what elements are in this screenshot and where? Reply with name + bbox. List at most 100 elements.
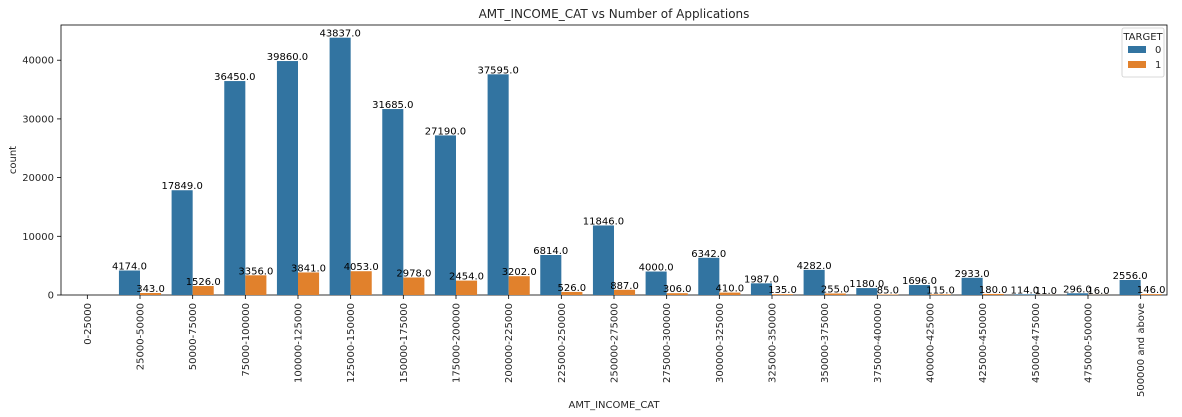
- x-tick-label: 425000-450000: [978, 303, 989, 383]
- y-tick-label: 0: [48, 291, 54, 302]
- bar-target-0-14: [803, 269, 825, 295]
- bar-target-1-7: [456, 280, 478, 295]
- bar-target-1-14: [824, 293, 846, 295]
- data-label-target-0-14: 4282.0: [797, 261, 832, 272]
- data-label-target-1-9: 526.0: [558, 283, 587, 294]
- bar-target-0-15: [856, 288, 878, 295]
- data-label-target-0-3: 36450.0: [214, 72, 255, 83]
- chart-title: AMT_INCOME_CAT vs Number of Applications: [479, 7, 750, 21]
- x-tick-label: 0-25000: [83, 303, 94, 345]
- bar-target-1-20: [1140, 294, 1162, 295]
- bar-target-1-9: [561, 291, 583, 295]
- data-label-target-0-13: 1987.0: [744, 274, 779, 285]
- bar-target-0-18: [1014, 294, 1036, 295]
- x-axis-title: AMT_INCOME_CAT: [569, 400, 661, 411]
- y-tick-label: 30000: [22, 114, 54, 125]
- data-label-target-1-14: 255.0: [821, 285, 850, 296]
- data-label-target-1-13: 135.0: [768, 285, 797, 296]
- data-label-target-1-5: 4053.0: [344, 262, 379, 273]
- bar-target-1-16: [930, 294, 952, 295]
- data-label-target-0-7: 27190.0: [425, 126, 466, 137]
- x-tick-label: 500000 and above: [1136, 303, 1147, 397]
- x-tick-label: 275000-300000: [662, 303, 673, 383]
- data-label-target-0-19: 296.0: [1063, 284, 1092, 295]
- x-tick-label: 450000-475000: [1031, 303, 1042, 383]
- data-label-target-0-8: 37595.0: [477, 65, 518, 76]
- data-label-target-0-11: 4000.0: [639, 263, 674, 274]
- bar-target-1-1: [140, 292, 162, 295]
- data-label-target-0-18: 114.0: [1010, 285, 1039, 296]
- bar-target-1-2: [192, 286, 214, 295]
- legend-swatch-0: [1128, 46, 1146, 53]
- bar-target-0-17: [961, 277, 983, 295]
- y-axis: 0 10000 20000 30000 40000: [22, 56, 61, 302]
- x-tick-label: 250000-275000: [610, 303, 621, 383]
- data-label-target-0-12: 6342.0: [691, 249, 726, 260]
- bar-target-0-20: [1119, 279, 1141, 295]
- x-tick-label: 400000-425000: [926, 303, 937, 383]
- data-label-target-1-15: 85.0: [877, 286, 899, 297]
- data-label-target-1-6: 2978.0: [396, 269, 431, 280]
- bar-target-1-6: [403, 277, 425, 295]
- y-tick-label: 10000: [22, 232, 54, 243]
- data-label-target-1-19: 16.0: [1087, 286, 1109, 297]
- bar-target-0-4: [276, 61, 298, 296]
- bar-target-0-9: [540, 255, 562, 295]
- data-label-target-1-2: 1526.0: [186, 277, 221, 288]
- data-label-target-1-4: 3841.0: [291, 263, 326, 274]
- x-tick-label: 375000-400000: [873, 303, 884, 383]
- bar-target-0-10: [592, 225, 614, 295]
- x-tick-label: 200000-225000: [504, 303, 515, 383]
- data-label-target-0-15: 1180.0: [849, 279, 884, 290]
- bar-target-1-5: [350, 271, 372, 295]
- data-label-target-0-4: 39860.0: [267, 52, 308, 63]
- x-axis: 0-25000 25000-50000 50000-75000 75000-10000…: [83, 295, 1147, 397]
- bar-target-0-6: [382, 109, 404, 295]
- bar-target-0-3: [224, 81, 246, 295]
- data-label-target-1-10: 887.0: [610, 281, 639, 292]
- legend-swatch-1: [1128, 61, 1146, 68]
- x-tick-label: 475000-500000: [1084, 303, 1095, 383]
- x-tick-label: 75000-100000: [241, 303, 252, 377]
- x-tick-label: 325000-350000: [768, 303, 779, 383]
- x-tick-label: 125000-150000: [346, 303, 357, 383]
- bar-target-0-19: [1066, 293, 1088, 295]
- bar-target-1-13: [772, 294, 794, 295]
- bar-target-0-11: [645, 271, 667, 295]
- bar-target-0-8: [487, 74, 509, 295]
- data-label-target-0-20: 2556.0: [1113, 271, 1148, 282]
- x-tick-label: 100000-125000: [294, 303, 305, 383]
- y-tick-label: 20000: [22, 173, 54, 184]
- y-axis-title: count: [8, 146, 19, 174]
- data-label-target-1-17: 180.0: [979, 285, 1008, 296]
- bar-target-0-16: [908, 285, 930, 295]
- x-tick-label: 350000-375000: [820, 303, 831, 383]
- bars-layer: [118, 37, 1162, 296]
- bar-target-1-17: [982, 293, 1004, 295]
- bar-target-1-10: [614, 289, 636, 295]
- bar-target-1-12: [719, 292, 741, 295]
- legend-label-1: 1: [1155, 60, 1161, 71]
- bar-target-0-1: [118, 270, 140, 295]
- bar-target-0-12: [698, 257, 720, 295]
- data-label-target-1-18: 11.0: [1035, 286, 1057, 297]
- legend-label-0: 0: [1155, 45, 1161, 56]
- bar-target-1-8: [508, 276, 530, 295]
- bar-target-0-7: [434, 135, 456, 295]
- bar-target-0-2: [171, 190, 193, 295]
- x-tick-label: 175000-200000: [452, 303, 463, 383]
- data-label-target-1-11: 306.0: [663, 284, 692, 295]
- data-labels: 4174.0 17849.0 36450.0 39860.0 43837.0 31685.…: [112, 29, 1166, 297]
- bar-target-1-4: [298, 272, 320, 295]
- data-label-target-1-8: 3202.0: [502, 267, 537, 278]
- x-tick-label: 25000-50000: [136, 303, 147, 370]
- x-tick-label: 150000-175000: [399, 303, 410, 383]
- data-label-target-0-1: 4174.0: [112, 262, 147, 273]
- bar-target-1-11: [666, 293, 688, 295]
- data-label-target-1-3: 3356.0: [238, 266, 273, 277]
- x-tick-label: 300000-325000: [715, 303, 726, 383]
- data-label-target-0-6: 31685.0: [372, 100, 413, 111]
- y-tick-label: 40000: [22, 56, 54, 67]
- legend-title: TARGET: [1122, 32, 1163, 43]
- data-label-target-1-1: 343.0: [136, 284, 165, 295]
